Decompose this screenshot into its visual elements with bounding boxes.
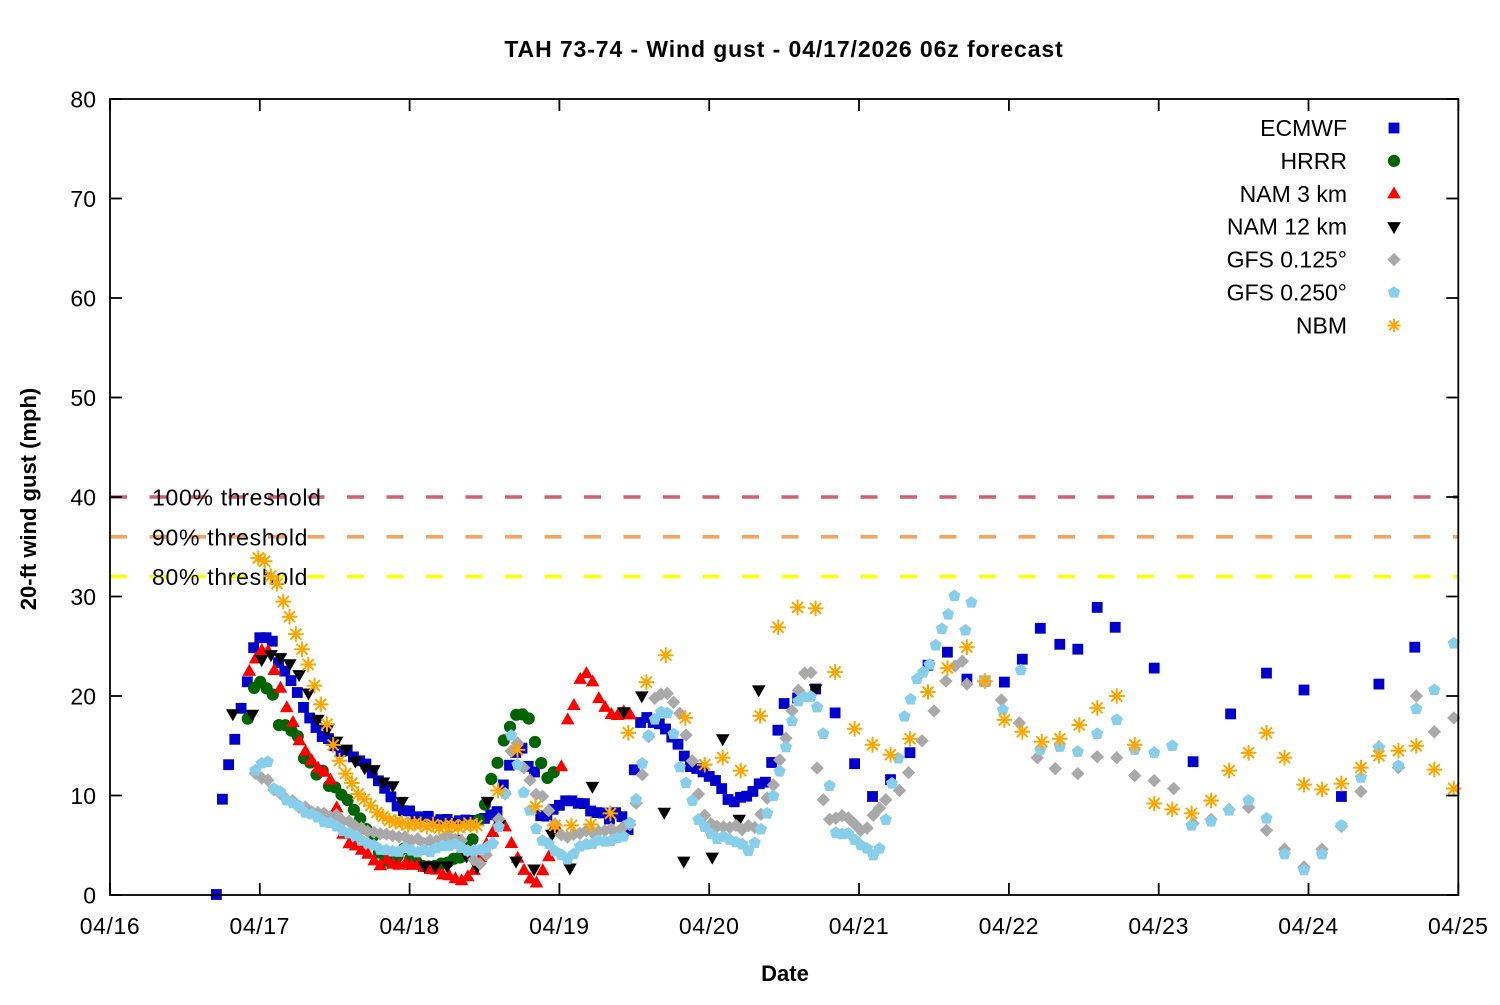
svg-text:TAH 73-74 - Wind gust - 04/17/: TAH 73-74 - Wind gust - 04/17/2026 06z f… [504,36,1063,62]
svg-text:50: 50 [70,385,96,411]
svg-text:20: 20 [70,684,96,710]
svg-text:04/16: 04/16 [80,913,141,939]
svg-text:Date: Date [761,961,809,986]
svg-text:90% threshold: 90% threshold [152,524,308,550]
svg-text:04/18: 04/18 [379,913,440,939]
svg-text:04/25: 04/25 [1428,913,1489,939]
svg-text:60: 60 [70,286,96,312]
svg-text:70: 70 [70,186,96,212]
svg-text:04/17: 04/17 [230,913,291,939]
svg-text:30: 30 [70,584,96,610]
svg-text:04/20: 04/20 [679,913,740,939]
svg-text:100% threshold: 100% threshold [152,485,322,511]
svg-text:GFS 0.125°: GFS 0.125° [1227,247,1347,273]
svg-text:NAM 12 km: NAM 12 km [1227,214,1347,240]
svg-text:04/23: 04/23 [1128,913,1189,939]
svg-text:40: 40 [70,485,96,511]
svg-text:04/22: 04/22 [979,913,1040,939]
svg-text:GFS 0.250°: GFS 0.250° [1227,280,1347,306]
svg-text:NBM: NBM [1296,312,1347,338]
svg-text:0: 0 [83,883,96,909]
svg-text:NAM 3 km: NAM 3 km [1240,181,1347,207]
svg-text:04/19: 04/19 [529,913,590,939]
svg-text:ECMWF: ECMWF [1260,115,1347,141]
svg-text:04/24: 04/24 [1278,913,1339,939]
svg-text:HRRR: HRRR [1281,148,1347,174]
svg-text:10: 10 [70,783,96,809]
svg-text:04/21: 04/21 [829,913,890,939]
svg-text:20-ft wind gust (mph): 20-ft wind gust (mph) [16,388,41,610]
svg-text:80% threshold: 80% threshold [152,564,308,590]
svg-text:80: 80 [70,87,96,113]
